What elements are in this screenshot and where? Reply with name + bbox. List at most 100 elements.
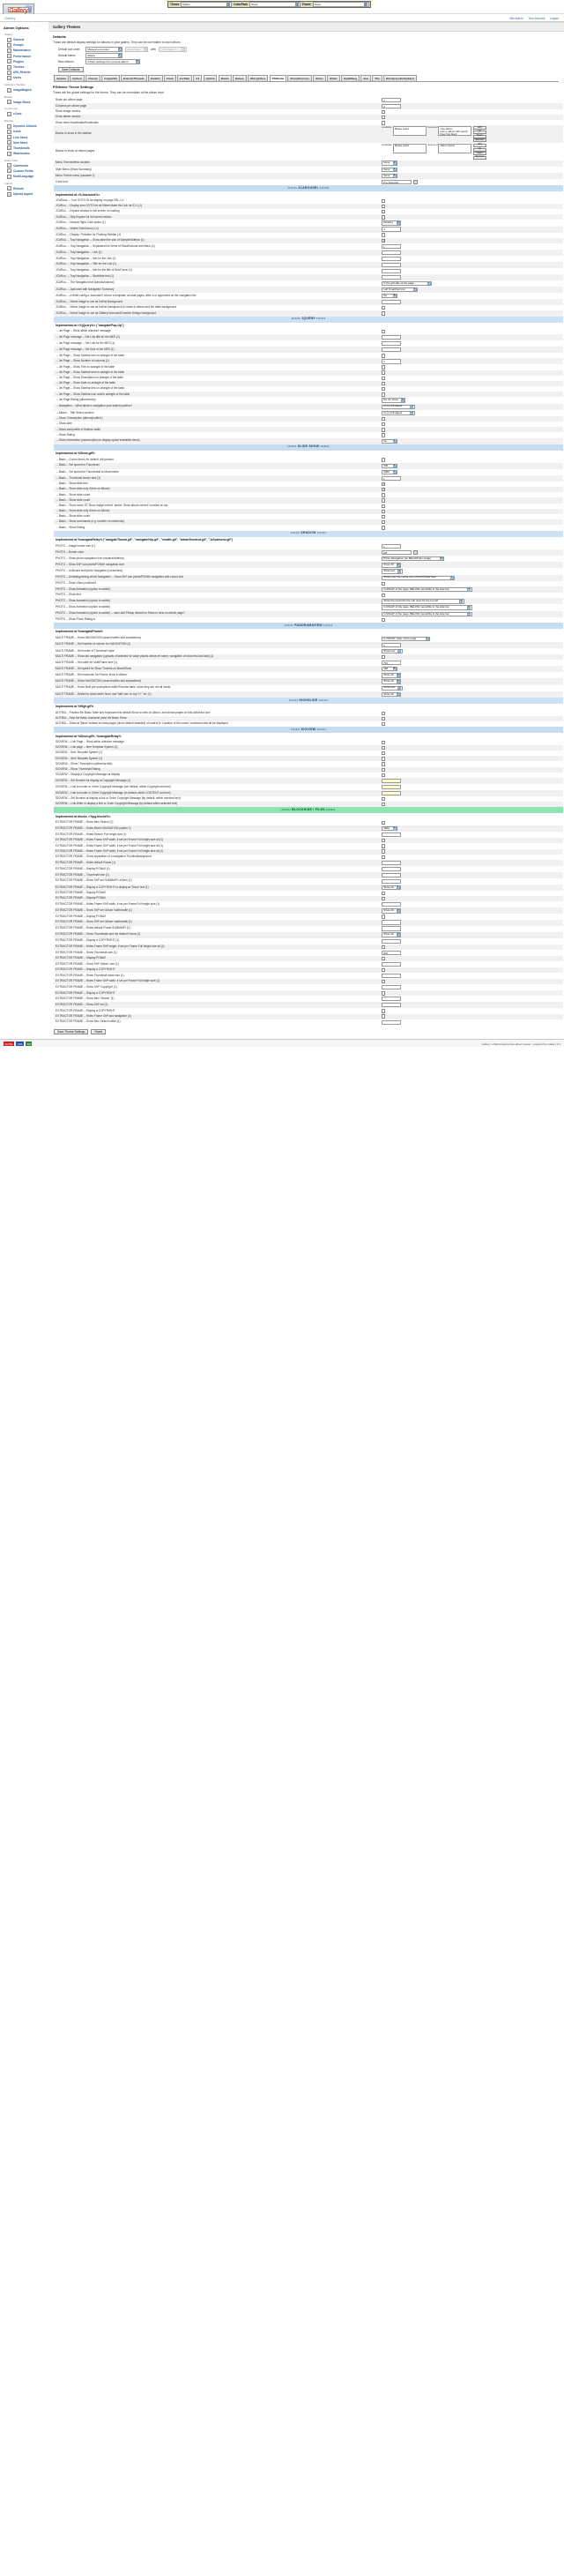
down-button[interactable]: Down	[472, 134, 486, 138]
sidebar-item-comments[interactable]: Comments	[4, 163, 46, 168]
checkbox[interactable]	[382, 370, 386, 375]
badge-508[interactable]: 508	[25, 1042, 33, 1046]
dropdown-select[interactable]: Show All ▾	[382, 673, 401, 678]
sidebar-item-users[interactable]: Users	[4, 75, 46, 80]
dropdown-select[interactable]: 2000 ▾	[382, 469, 397, 475]
new-albums-select[interactable]: Inherit settings from parent album ▾	[85, 59, 140, 64]
selected-listbox[interactable]: Tree Album Link to album with search Fre…	[438, 126, 472, 137]
checkbox[interactable]	[382, 802, 386, 807]
text-input[interactable]	[382, 778, 401, 784]
text-input[interactable]	[382, 997, 401, 1002]
default-sort-order-select[interactable]: Manual sort order ▾	[85, 47, 122, 52]
sidebar-item-url-rewrite[interactable]: URL Rewrite	[4, 70, 46, 75]
checkbox[interactable]	[382, 354, 386, 358]
text-input[interactable]: 1	[382, 243, 401, 249]
text-input[interactable]: 3	[382, 97, 401, 103]
text-input[interactable]: 750	[382, 661, 401, 666]
checkbox[interactable]	[382, 498, 386, 503]
dropdown-select[interactable]: Floating ▾	[382, 220, 401, 226]
sidebar-item-imagemagick[interactable]: ImageMagick	[4, 87, 46, 93]
dropdown-select[interactable]: Photo Navigation per BELOW the image ▾	[382, 556, 444, 562]
tab-g1[interactable]: G1	[193, 75, 203, 81]
checkbox[interactable]	[382, 967, 386, 973]
tab-pglightbox[interactable]: PGLightbox	[247, 75, 269, 81]
tab-forsale[interactable]: ForSale	[176, 75, 193, 81]
text-input[interactable]: 600	[382, 950, 401, 955]
checkbox[interactable]	[382, 594, 386, 598]
checkbox[interactable]	[382, 581, 386, 586]
tab-roundcorners[interactable]: RoundCorners	[287, 75, 313, 81]
dropdown-select[interactable]: 300 ▾	[382, 463, 397, 468]
checkbox[interactable]	[382, 991, 386, 996]
nav-link-site-admin[interactable]: Site Admin	[509, 16, 523, 20]
text-input[interactable]	[382, 274, 401, 280]
color-text-input[interactable]: Pre-Selected	[382, 179, 412, 185]
checkbox[interactable]	[382, 711, 386, 715]
checkbox[interactable]	[382, 520, 386, 525]
sort-direction-select[interactable]: Ascending ▾	[125, 47, 148, 52]
sidebar-item-maintenance[interactable]: Maintenance	[4, 48, 46, 53]
text-input[interactable]	[382, 268, 401, 273]
dropdown-select[interactable]: In the gift side of the page ▾	[382, 280, 432, 286]
text-input[interactable]	[382, 1003, 401, 1008]
tab-tile[interactable]: Tile	[372, 75, 382, 81]
checkbox[interactable]	[382, 757, 386, 761]
checkbox[interactable]	[382, 376, 386, 381]
dropdown-select[interactable]: Left Small bar icon ▾	[382, 287, 419, 293]
sidebar-item-custom-fields[interactable]: Custom Fields	[4, 168, 46, 174]
dropdown-select[interactable]: Show text ▾	[382, 569, 403, 574]
remove-button[interactable]: Remove	[472, 138, 486, 143]
dropdown-select[interactable]: No ▾	[382, 438, 397, 444]
checkbox[interactable]	[382, 209, 386, 214]
text-input[interactable]	[382, 833, 401, 838]
nav-link-logout[interactable]: Logout	[550, 16, 559, 20]
sidebar-item-themes[interactable]: Themes	[4, 64, 46, 70]
dropdown-select[interactable]: Do not show ▾	[382, 398, 406, 403]
dropdown-select[interactable]: In RIGHT of the page. BELOW menu/title i…	[382, 586, 472, 593]
down-button[interactable]: Down	[472, 152, 486, 156]
checkbox[interactable]	[382, 116, 386, 120]
checkbox[interactable]	[382, 488, 386, 492]
dropdown-select[interactable]: Show text ▾	[382, 685, 403, 691]
checkbox[interactable]	[382, 945, 386, 949]
dropdown-select[interactable]: In my left digest ▾	[382, 410, 415, 416]
add-button[interactable]: Add	[472, 126, 486, 131]
badge-css[interactable]: CSS	[16, 1042, 24, 1046]
text-input[interactable]	[382, 262, 401, 267]
dropdown-select[interactable]: Show All ▾	[382, 679, 401, 684]
dropdown-select[interactable]: 300 ▾	[382, 666, 397, 672]
text-input[interactable]: 3	[382, 103, 401, 109]
text-input[interactable]	[382, 974, 401, 979]
tab-sirius[interactable]: Sirius	[313, 75, 326, 81]
text-input[interactable]	[382, 335, 401, 340]
sidebar-item-multilanguage[interactable]: MultiLanguage	[4, 174, 46, 179]
tab-ajaxian[interactable]: Ajaxian	[54, 75, 70, 81]
text-input[interactable]	[382, 250, 401, 255]
tab-wordpressembedded[interactable]: WordpressEmbedded	[382, 75, 417, 81]
badge-xhtml[interactable]: XHTML	[4, 1042, 15, 1046]
sort-preset-select[interactable]: < no preset > ▾	[158, 47, 187, 52]
theme-select[interactable]: Matrix ▾	[181, 2, 233, 7]
dropdown-select[interactable]: None ▾	[382, 173, 397, 179]
checkbox[interactable]	[382, 204, 386, 209]
add-button[interactable]: Add	[472, 143, 486, 147]
checkbox[interactable]	[382, 844, 386, 848]
checkbox[interactable]	[382, 762, 386, 766]
colorpack-select[interactable]: None ▾	[249, 2, 301, 7]
up-button[interactable]: Up	[472, 147, 486, 152]
checkbox[interactable]	[382, 745, 386, 750]
checkbox[interactable]	[382, 514, 386, 519]
checkbox[interactable]	[382, 509, 386, 514]
text-input[interactable]	[382, 961, 401, 967]
text-input[interactable]	[382, 872, 401, 877]
reset-button[interactable]: Reset	[91, 1028, 107, 1035]
sidebar-item-dynamic-albums[interactable]: Dynamic Albums	[4, 123, 46, 129]
checkbox[interactable]	[382, 767, 386, 772]
tab-matrix[interactable]: Matrix	[218, 75, 232, 81]
save-theme-settings-button[interactable]: Save Theme Settings	[54, 1028, 89, 1035]
text-input[interactable]	[382, 347, 401, 353]
dropdown-select[interactable]: No ▾	[382, 293, 397, 299]
dropdown-select[interactable]: Show All ▾	[382, 885, 401, 891]
tab-sun[interactable]: Sun	[360, 75, 372, 81]
checkbox[interactable]	[382, 855, 386, 859]
